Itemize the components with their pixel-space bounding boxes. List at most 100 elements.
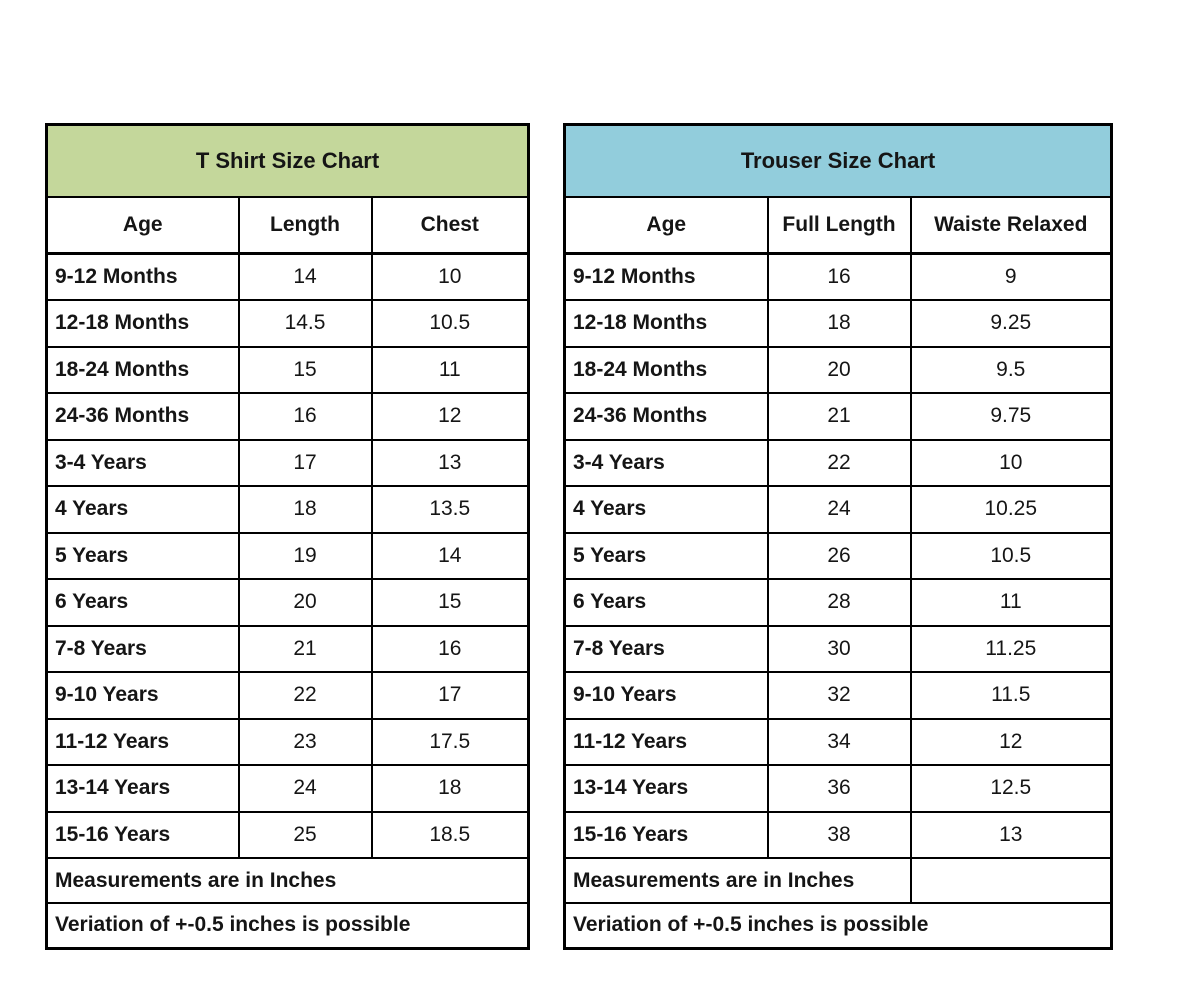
table-row: 24-36 Months 16 12 [45, 392, 530, 441]
value-cell: 20 [237, 578, 373, 627]
value-cell: 9 [909, 252, 1113, 301]
trouser-footer-row-units: Measurements are in Inches [563, 857, 1113, 904]
value-cell: 10 [909, 438, 1113, 487]
age-cell: 7-8 Years [563, 624, 769, 673]
variation-note: Veriation of +-0.5 inches is possible [45, 902, 530, 949]
age-cell: 9-10 Years [45, 671, 240, 720]
age-cell: 5 Years [45, 531, 240, 580]
tshirt-footer-row-variation: Veriation of +-0.5 inches is possible [45, 902, 530, 949]
table-row: 9-12 Months 16 9 [563, 252, 1113, 301]
value-cell: 20 [766, 345, 912, 394]
value-cell: 17.5 [370, 717, 530, 766]
value-cell: 12.5 [909, 764, 1113, 813]
value-cell: 11.5 [909, 671, 1113, 720]
age-cell: 9-12 Months [563, 252, 769, 301]
age-cell: 12-18 Months [563, 299, 769, 348]
value-cell: 22 [766, 438, 912, 487]
age-cell: 24-36 Months [45, 392, 240, 441]
table-row: 7-8 Years 30 11.25 [563, 624, 1113, 673]
age-cell: 4 Years [45, 485, 240, 534]
table-row: 6 Years 28 11 [563, 578, 1113, 627]
value-cell: 23 [237, 717, 373, 766]
value-cell: 17 [370, 671, 530, 720]
value-cell: 18 [766, 299, 912, 348]
value-cell: 26 [766, 531, 912, 580]
value-cell: 18.5 [370, 810, 530, 859]
age-cell: 13-14 Years [563, 764, 769, 813]
value-cell: 9.75 [909, 392, 1113, 441]
age-cell: 4 Years [563, 485, 769, 534]
value-cell: 16 [370, 624, 530, 673]
value-cell: 15 [370, 578, 530, 627]
value-cell: 30 [766, 624, 912, 673]
value-cell: 13 [909, 810, 1113, 859]
value-cell: 16 [237, 392, 373, 441]
age-cell: 7-8 Years [45, 624, 240, 673]
trouser-table-body: 9-12 Months 16 9 12-18 Months 18 9.25 18-24 Mo… [563, 252, 1113, 859]
value-cell: 18 [370, 764, 530, 813]
value-cell: 15 [237, 345, 373, 394]
age-cell: 15-16 Years [563, 810, 769, 859]
value-cell: 24 [237, 764, 373, 813]
tshirt-size-table: T Shirt Size Chart Age Length Chest 9-12… [45, 123, 531, 950]
age-cell: 5 Years [563, 531, 769, 580]
column-header-age: Age [563, 196, 769, 255]
table-row: 4 Years 18 13.5 [45, 485, 530, 534]
table-row: 6 Years 20 15 [45, 578, 530, 627]
table-row: 12-18 Months 14.5 10.5 [45, 299, 530, 348]
column-header-waiste-relaxed: Waiste Relaxed [909, 196, 1113, 255]
value-cell: 19 [237, 531, 373, 580]
value-cell: 10.5 [370, 299, 530, 348]
table-row: 11-12 Years 34 12 [563, 717, 1113, 766]
age-cell: 9-12 Months [45, 252, 240, 301]
value-cell: 25 [237, 810, 373, 859]
value-cell: 11.25 [909, 624, 1113, 673]
value-cell: 14 [237, 252, 373, 301]
table-row: 24-36 Months 21 9.75 [563, 392, 1113, 441]
table-row: 15-16 Years 25 18.5 [45, 810, 530, 859]
table-row: 12-18 Months 18 9.25 [563, 299, 1113, 348]
column-header-chest: Chest [370, 196, 530, 255]
value-cell: 14 [370, 531, 530, 580]
value-cell: 24 [766, 485, 912, 534]
units-note: Measurements are in Inches [45, 857, 530, 904]
variation-note: Veriation of +-0.5 inches is possible [563, 902, 1113, 949]
value-cell: 11 [909, 578, 1113, 627]
trouser-size-table: Trouser Size Chart Age Full Length Waist… [563, 123, 1114, 950]
age-cell: 3-4 Years [563, 438, 769, 487]
tshirt-title-row: T Shirt Size Chart [45, 123, 530, 198]
value-cell: 9.25 [909, 299, 1113, 348]
age-cell: 18-24 Months [45, 345, 240, 394]
value-cell: 36 [766, 764, 912, 813]
value-cell: 16 [766, 252, 912, 301]
tshirt-table-body: 9-12 Months 14 10 12-18 Months 14.5 10.5 18-24… [45, 252, 530, 859]
tshirt-footer-row-units: Measurements are in Inches [45, 857, 530, 904]
column-header-age: Age [45, 196, 240, 255]
table-row: 15-16 Years 38 13 [563, 810, 1113, 859]
units-note: Measurements are in Inches [563, 857, 912, 904]
value-cell: 18 [237, 485, 373, 534]
trouser-column-header-row: Age Full Length Waiste Relaxed [563, 196, 1113, 255]
value-cell: 21 [766, 392, 912, 441]
table-row: 5 Years 26 10.5 [563, 531, 1113, 580]
value-cell: 17 [237, 438, 373, 487]
value-cell: 12 [370, 392, 530, 441]
age-cell: 6 Years [563, 578, 769, 627]
value-cell: 10.5 [909, 531, 1113, 580]
value-cell: 21 [237, 624, 373, 673]
tshirt-table-title: T Shirt Size Chart [45, 123, 530, 198]
value-cell: 13 [370, 438, 530, 487]
age-cell: 12-18 Months [45, 299, 240, 348]
value-cell: 9.5 [909, 345, 1113, 394]
age-cell: 13-14 Years [45, 764, 240, 813]
trouser-footer-row-variation: Veriation of +-0.5 inches is possible [563, 902, 1113, 949]
table-row: 7-8 Years 21 16 [45, 624, 530, 673]
value-cell: 38 [766, 810, 912, 859]
age-cell: 24-36 Months [563, 392, 769, 441]
table-row: 13-14 Years 24 18 [45, 764, 530, 813]
column-header-full-length: Full Length [766, 196, 912, 255]
age-cell: 11-12 Years [563, 717, 769, 766]
age-cell: 9-10 Years [563, 671, 769, 720]
value-cell: 28 [766, 578, 912, 627]
